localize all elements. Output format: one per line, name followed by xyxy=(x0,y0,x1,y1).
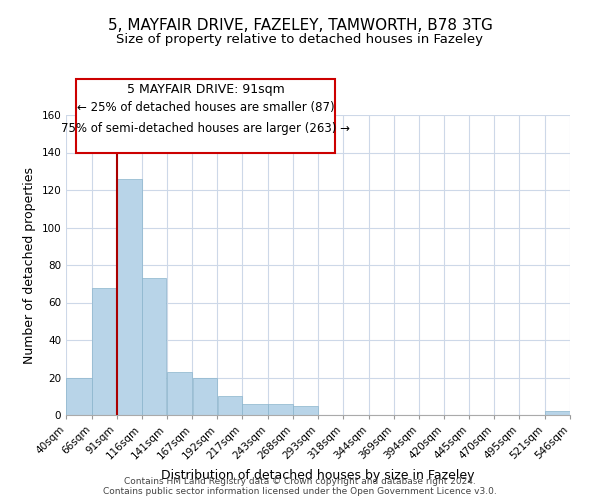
Bar xyxy=(242,404,268,415)
Bar xyxy=(92,288,116,415)
X-axis label: Distribution of detached houses by size in Fazeley: Distribution of detached houses by size … xyxy=(161,469,475,482)
Bar xyxy=(268,404,293,415)
Bar xyxy=(66,378,92,415)
Text: ← 25% of detached houses are smaller (87): ← 25% of detached houses are smaller (87… xyxy=(77,101,334,114)
Bar xyxy=(167,372,193,415)
Text: Size of property relative to detached houses in Fazeley: Size of property relative to detached ho… xyxy=(116,32,484,46)
Text: 5 MAYFAIR DRIVE: 91sqm: 5 MAYFAIR DRIVE: 91sqm xyxy=(127,83,284,96)
Bar xyxy=(218,396,242,415)
Text: Contains public sector information licensed under the Open Government Licence v3: Contains public sector information licen… xyxy=(103,486,497,496)
Bar xyxy=(193,378,217,415)
FancyBboxPatch shape xyxy=(76,79,335,152)
Y-axis label: Number of detached properties: Number of detached properties xyxy=(23,166,36,364)
Bar xyxy=(545,411,570,415)
Text: Contains HM Land Registry data © Crown copyright and database right 2024.: Contains HM Land Registry data © Crown c… xyxy=(124,476,476,486)
Bar xyxy=(117,179,142,415)
Text: 75% of semi-detached houses are larger (263) →: 75% of semi-detached houses are larger (… xyxy=(61,122,350,135)
Bar xyxy=(293,406,318,415)
Text: 5, MAYFAIR DRIVE, FAZELEY, TAMWORTH, B78 3TG: 5, MAYFAIR DRIVE, FAZELEY, TAMWORTH, B78… xyxy=(107,18,493,32)
Bar xyxy=(142,278,166,415)
